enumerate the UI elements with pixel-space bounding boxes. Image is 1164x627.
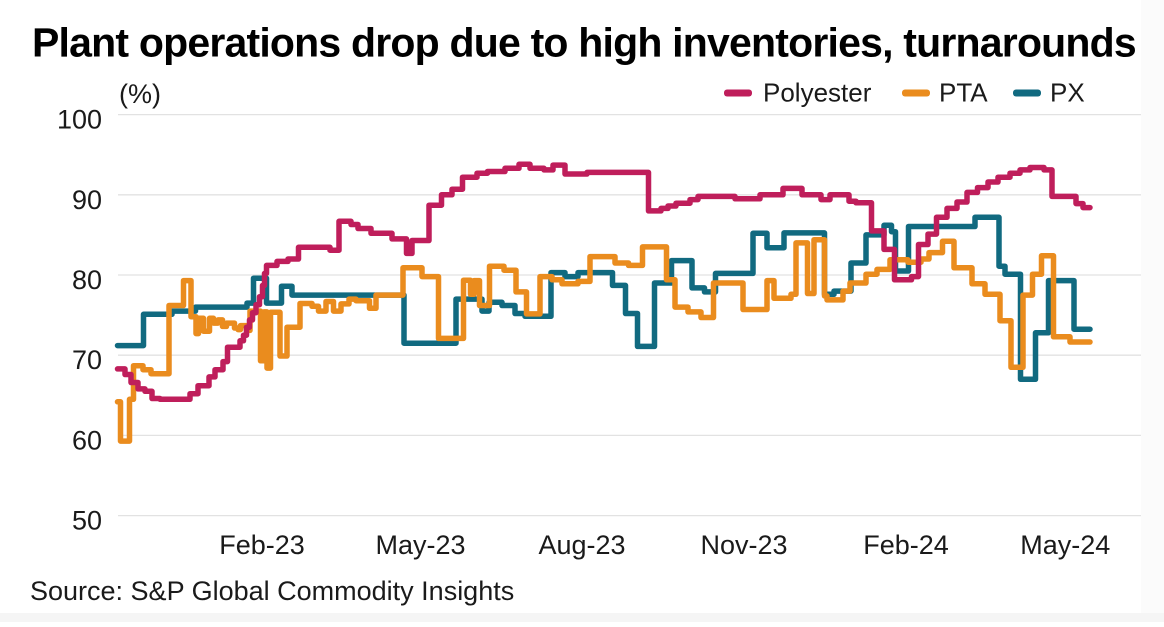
svg-text:May-24: May-24 [1020, 530, 1110, 560]
svg-text:(%): (%) [119, 79, 161, 109]
svg-text:70: 70 [72, 345, 102, 375]
svg-text:Feb-24: Feb-24 [863, 530, 949, 560]
svg-text:PX: PX [1050, 78, 1085, 108]
svg-text:Aug-23: Aug-23 [538, 530, 625, 560]
svg-text:Plant operations drop due to h: Plant operations drop due to high invent… [32, 20, 1136, 66]
svg-text:50: 50 [72, 506, 102, 536]
svg-text:Source: S&P Global Commodity I: Source: S&P Global Commodity Insights [30, 576, 514, 606]
svg-text:90: 90 [72, 185, 102, 215]
svg-text:PTA: PTA [939, 78, 988, 108]
svg-text:80: 80 [72, 265, 102, 295]
svg-text:Feb-23: Feb-23 [219, 530, 305, 560]
svg-text:Polyester: Polyester [763, 78, 872, 108]
svg-text:May-23: May-23 [375, 530, 465, 560]
svg-text:100: 100 [57, 105, 102, 135]
svg-text:60: 60 [72, 425, 102, 455]
svg-text:Nov-23: Nov-23 [700, 530, 787, 560]
